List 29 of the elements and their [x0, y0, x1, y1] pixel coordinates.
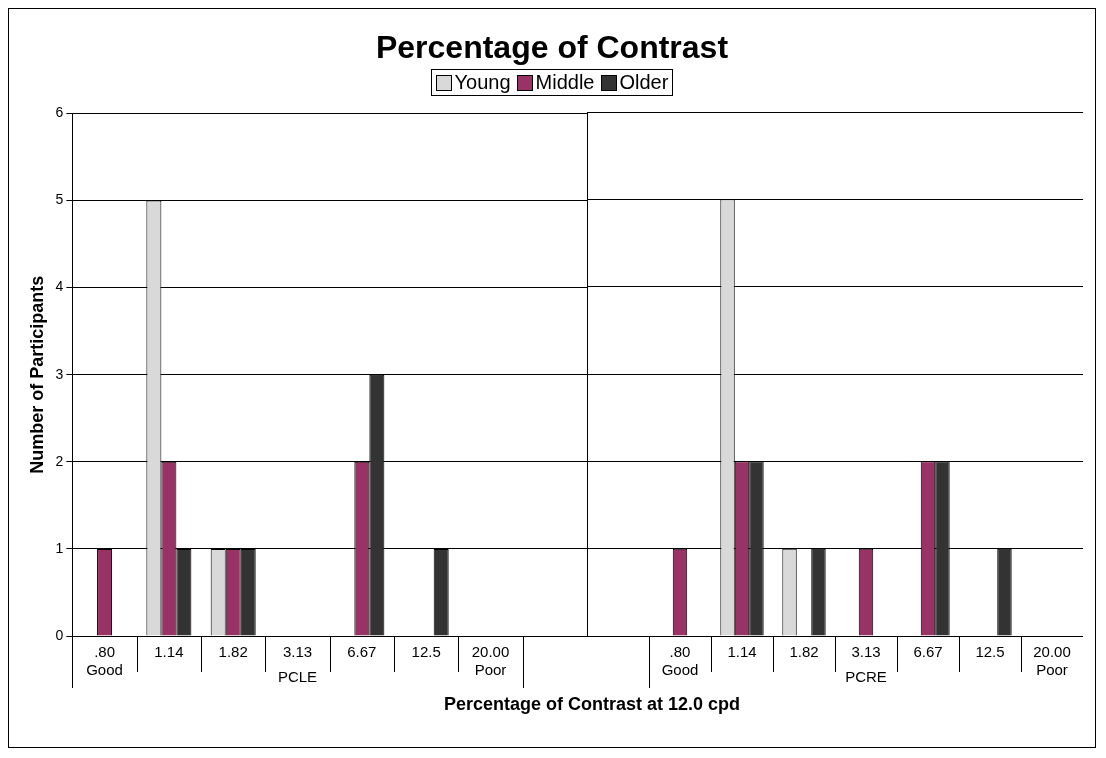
x-tick-label: .80 Good	[661, 643, 699, 679]
y-tick-label: 4	[55, 278, 64, 295]
y-tick-label: 2	[55, 452, 64, 469]
x-tick-label: .80 Good	[86, 643, 123, 679]
x-tick-label: 1.82	[218, 643, 248, 661]
x-tick-label: 1.14	[154, 643, 184, 661]
chart-title: Percentage of Contrast	[374, 28, 730, 67]
y-axis-title: Number of Participants	[26, 275, 47, 474]
y-tick-label: 5	[55, 191, 64, 208]
text: PCRE	[845, 668, 887, 686]
x-tick-label: 3.13	[282, 643, 313, 661]
y-tick-label: 1	[55, 539, 64, 556]
y-tick-label: 0	[55, 626, 64, 643]
y-tick-label: 6	[55, 104, 64, 121]
x-tick-label: 12.5	[975, 643, 1005, 661]
x-tick-label: 20.00 Poor	[1033, 643, 1071, 679]
x-tick-label: 1.14	[727, 643, 757, 661]
x-tick-label: 3.13	[851, 643, 881, 661]
legend-label: Young	[454, 71, 511, 94]
y-tick-label: 3	[55, 365, 64, 382]
x-tick-label: 6.67	[913, 643, 943, 661]
x-axis-title: Percentage of Contrast at 12.0 cpd	[442, 694, 742, 715]
x-tick-label: 12.5	[411, 643, 441, 661]
x-tick-label: 1.82	[789, 643, 819, 661]
x-tick-label: 6.67	[347, 643, 377, 661]
x-tick-label: 20.00 Poor	[471, 643, 510, 679]
legend-label: Older	[619, 71, 669, 94]
legend-label: Middle	[535, 71, 595, 94]
text: PCLE	[277, 668, 318, 686]
